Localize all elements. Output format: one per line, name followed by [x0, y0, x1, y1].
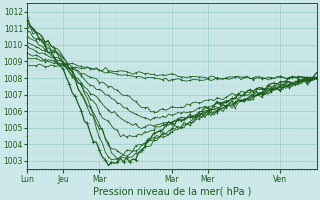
X-axis label: Pression niveau de la mer( hPa ): Pression niveau de la mer( hPa )	[92, 187, 251, 197]
